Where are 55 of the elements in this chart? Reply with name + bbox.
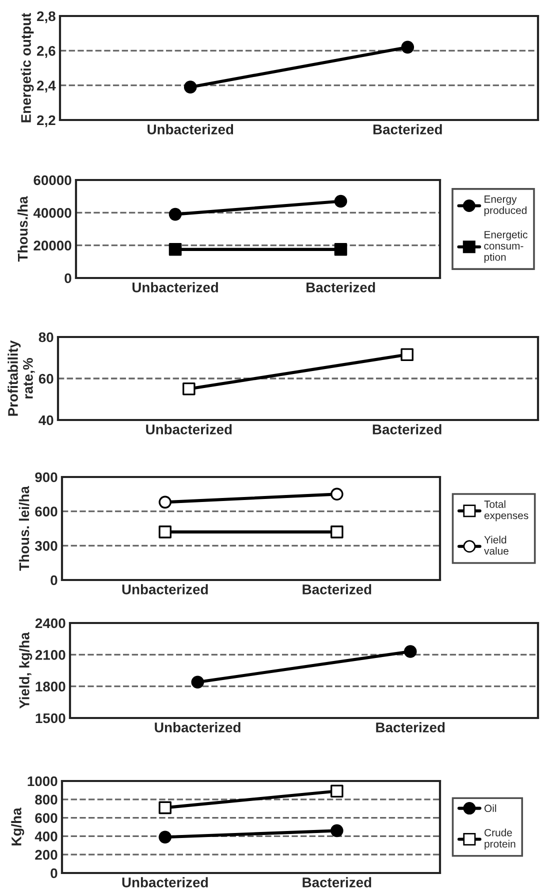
y-axis-title: Thous. lei/ha [18, 486, 30, 571]
y-tick-label: 40000 [33, 208, 72, 218]
legend-label: Oil [484, 804, 496, 812]
y-axis-title: Energetic output [20, 12, 34, 122]
y-tick-label: 400 [34, 832, 58, 842]
legend-label: Total expenses [484, 500, 528, 522]
y-tick-label: 2,8 [37, 11, 56, 24]
y-axis-title: Profitability rate,% [8, 340, 35, 416]
y-tick-label: 20000 [34, 240, 72, 251]
y-tick-label: 0 [50, 868, 58, 878]
point [158, 801, 172, 814]
x-tick-label: Bacterized [372, 424, 442, 434]
x-tick-label: Bacterized [373, 124, 442, 134]
x-tick-label: Bacterized [376, 722, 445, 732]
y-tick-label: 900 [35, 472, 58, 482]
x-tick-label: Bacterized [306, 282, 375, 292]
y-tick-label: 0 [50, 575, 58, 586]
y-tick-label: 600 [35, 813, 58, 823]
y-tick-label: 1800 [36, 682, 66, 692]
y-tick-label: 60 [38, 374, 54, 384]
y-tick-label: 200 [35, 850, 58, 860]
y-tick-label: 0 [64, 273, 72, 284]
y-tick-label: 2,6 [37, 46, 56, 58]
y-tick-label: 40 [38, 415, 54, 426]
y-tick-label: 600 [35, 506, 58, 517]
y-axis-title: Thous./ha [17, 196, 28, 262]
point [330, 526, 344, 538]
point [158, 526, 172, 538]
x-tick-label: Unbacterized [148, 124, 234, 134]
y-tick-label: 300 [34, 541, 58, 551]
y-tick-label: 80 [38, 332, 54, 342]
point [330, 784, 344, 798]
y-tick-label: 1500 [36, 713, 66, 724]
x-tick-label: Bacterized [302, 584, 372, 594]
x-tick-label: Unbacterized [132, 282, 218, 292]
y-tick-label: 2,2 [37, 115, 56, 128]
x-tick-label: Unbacterized [154, 722, 240, 732]
y-axis-title: Yield, kg/ha [19, 632, 32, 709]
legend-label: Energy produced [484, 196, 527, 216]
legend-label: Crude protein [484, 828, 516, 850]
y-tick-label: 2100 [35, 650, 66, 660]
y-tick-label: 1000 [28, 776, 58, 786]
x-tick-label: Unbacterized [122, 584, 208, 594]
x-tick-label: Bacterized [302, 877, 372, 888]
x-tick-label: Unbacterized [146, 424, 232, 434]
point [334, 243, 348, 256]
y-tick-label: 60000 [34, 175, 72, 186]
legend-label: Energetic consum- ption [484, 230, 528, 263]
y-tick-label: 800 [35, 794, 58, 805]
y-axis-title: Kg/ha [11, 808, 24, 846]
legend-label: Yield value [484, 536, 508, 555]
y-tick-label: 2,4 [37, 80, 56, 93]
y-tick-label: 2400 [35, 618, 66, 628]
point [168, 243, 182, 256]
x-tick-label: Unbacterized [122, 877, 208, 888]
